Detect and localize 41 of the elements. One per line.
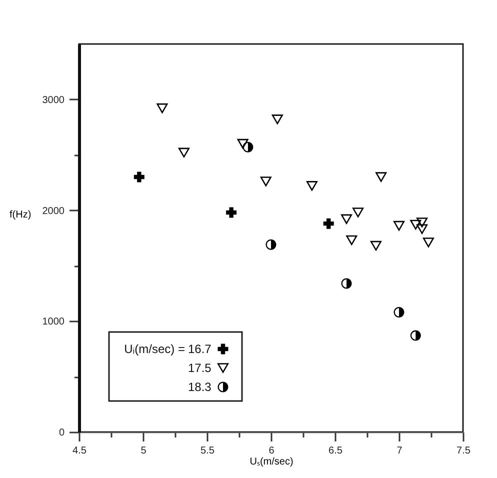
point bbox=[370, 240, 382, 251]
x-tick-label: 7.5 bbox=[456, 446, 471, 456]
y-tick-label: 3000 bbox=[42, 94, 65, 106]
point bbox=[346, 235, 358, 246]
point bbox=[410, 220, 422, 230]
x-tick-label: 5.5 bbox=[200, 446, 215, 456]
point bbox=[376, 172, 387, 182]
legend-label: 16.7 bbox=[188, 342, 212, 356]
legend-label: 18.3 bbox=[188, 380, 212, 394]
y-tick-label: 1000 bbox=[42, 316, 65, 328]
point bbox=[341, 278, 352, 289]
point bbox=[134, 172, 144, 182]
point bbox=[393, 220, 405, 231]
x-tick-label: 5 bbox=[140, 446, 147, 456]
point bbox=[416, 224, 428, 234]
point bbox=[272, 114, 283, 124]
point bbox=[178, 148, 190, 158]
legend-label: 17.5 bbox=[188, 361, 212, 375]
point bbox=[266, 239, 276, 250]
legend-title: Uᵢ(m/sec) = bbox=[124, 342, 185, 356]
point bbox=[410, 330, 421, 341]
point bbox=[242, 142, 254, 152]
point bbox=[416, 218, 428, 228]
x-tick-label: 6 bbox=[268, 446, 275, 456]
point bbox=[394, 307, 404, 318]
point bbox=[340, 214, 352, 224]
y-tick-label: 2000 bbox=[42, 206, 65, 217]
point bbox=[156, 103, 168, 114]
y-tick-label: 0 bbox=[58, 428, 65, 438]
point bbox=[226, 207, 237, 218]
x-axis-title: Uₛ(m/sec) bbox=[250, 456, 294, 468]
point bbox=[422, 238, 434, 248]
x-tick-label: 7 bbox=[396, 446, 403, 456]
y-axis-title: f(Hz) bbox=[10, 210, 32, 220]
point bbox=[260, 176, 272, 186]
x-tick-label: 6.5 bbox=[328, 446, 343, 456]
point bbox=[237, 138, 248, 149]
point bbox=[323, 218, 334, 229]
point bbox=[306, 181, 318, 191]
x-tick-label: 4.5 bbox=[72, 446, 87, 456]
point bbox=[352, 208, 364, 218]
